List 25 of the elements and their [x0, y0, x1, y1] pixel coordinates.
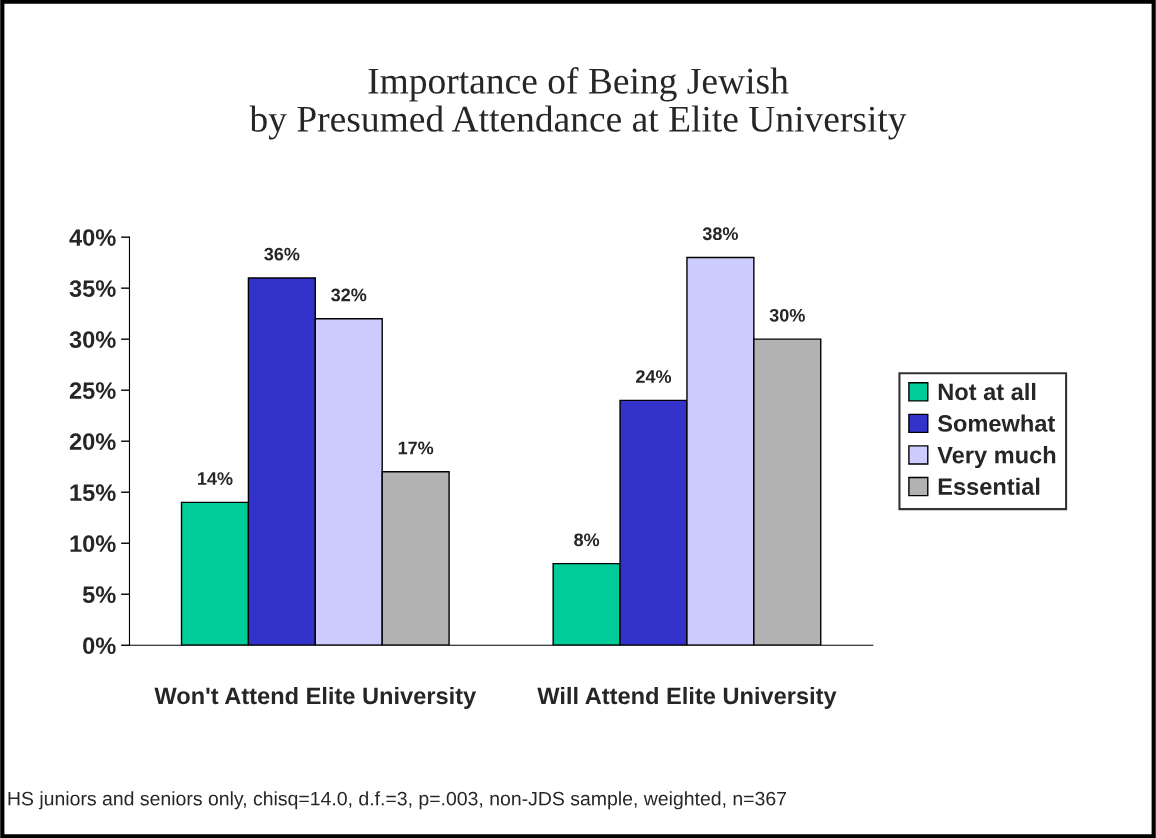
data-label: 8%	[574, 533, 600, 547]
y-tick-label: 40%	[69, 229, 116, 246]
x-tick-label: Will Attend Elite University	[537, 686, 837, 709]
y-tick-label: 20%	[69, 433, 116, 450]
chart-title: Importance of Being Jewish by Presumed Attendance at Elite University	[249, 67, 907, 140]
y-tick-label: 0%	[83, 637, 116, 655]
text: HS juniors and seniors only, chisq=14.0, d.f.=3, p=.003, non-JDS sample, weighted, n=367	[8, 791, 787, 810]
y-tick-label: 5%	[82, 586, 116, 604]
data-label: 17%	[398, 441, 434, 455]
legend-label: Somewhat	[937, 414, 1056, 432]
y-tick-label: 25%	[69, 382, 116, 399]
data-label: 36%	[264, 247, 300, 261]
y-tick-label: 10%	[70, 535, 116, 553]
y-tick-label: 35%	[69, 280, 116, 297]
data-label: 30%	[769, 308, 805, 322]
legend-label: Essential	[938, 477, 1040, 495]
data-label: 38%	[702, 227, 738, 241]
data-label: 24%	[636, 370, 672, 383]
y-tick-label: 15%	[70, 484, 116, 502]
legend-label: Not at all	[938, 382, 1036, 401]
data-label: 32%	[331, 288, 367, 302]
data-label: 14%	[198, 472, 233, 485]
y-tick-label: 30%	[69, 331, 116, 348]
legend-label: Very much	[937, 446, 1056, 469]
x-tick-label: Won't Attend Elite University	[154, 686, 477, 709]
